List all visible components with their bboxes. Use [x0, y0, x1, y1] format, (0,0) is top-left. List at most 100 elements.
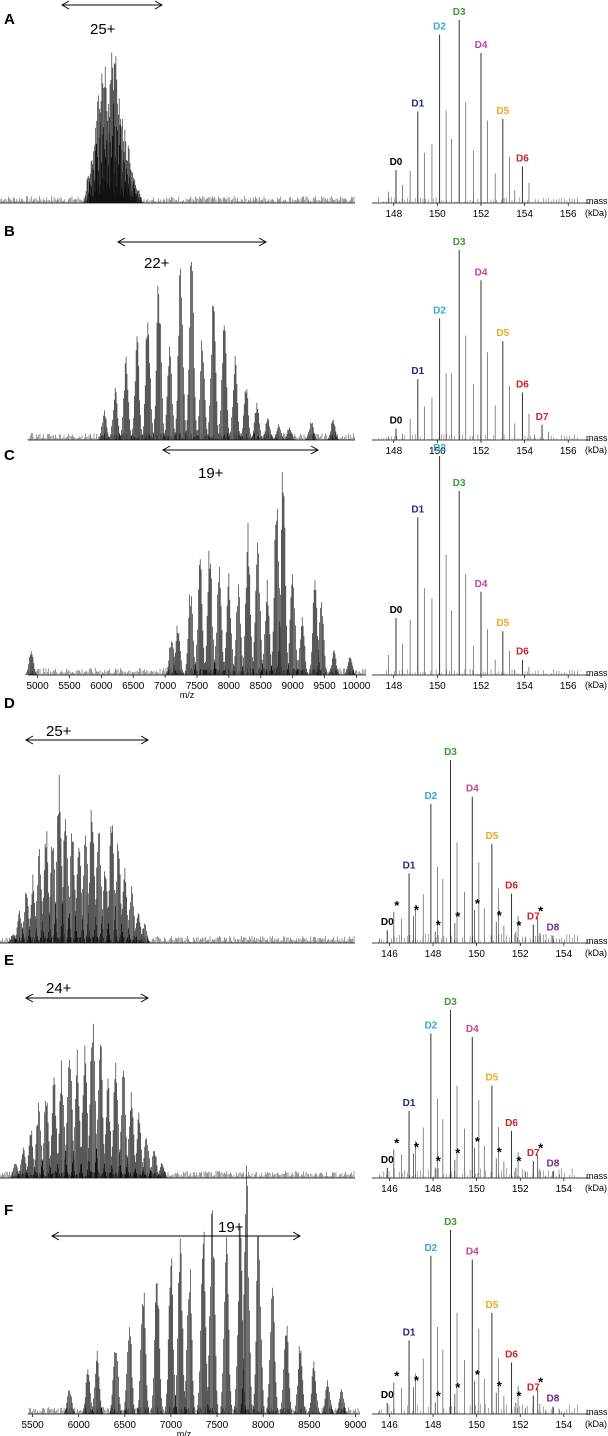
ms-peak — [206, 1210, 219, 1414]
ms-peak-lines — [315, 602, 328, 675]
ms-peak-lines — [131, 336, 143, 440]
deconv-tick-label: 156 — [560, 209, 577, 220]
deconv-peak-d1: D1 — [401, 1098, 416, 1178]
ms-peak-lines — [218, 325, 230, 440]
ms-peak-lines — [232, 584, 245, 675]
deconv-unit: (kDa) — [585, 445, 607, 455]
panel-label: F — [4, 1202, 13, 1219]
ms-noise — [0, 936, 355, 943]
deconv-tick-label: 152 — [512, 1184, 529, 1195]
ms-tick-label: 6000 — [90, 681, 113, 692]
deconv-peak-label: D0 — [390, 157, 403, 168]
ms-xlabel: m/z — [180, 690, 195, 700]
deconv-peak-label: D7 — [527, 1148, 540, 1159]
ms-peak-lines — [148, 1151, 160, 1178]
ms-peak — [9, 1163, 22, 1178]
ms-peak-lines — [20, 892, 32, 943]
ms-peak — [110, 1062, 122, 1178]
ms-peak-lines — [251, 542, 264, 675]
arrow-head-left — [24, 735, 34, 745]
ms-peak — [197, 1231, 209, 1414]
deconv-peak-label: D0 — [390, 416, 403, 427]
panel-C: C 19+ 5000 5500 6000 6500 7000 7500 8000 8500 9000… — [4, 443, 608, 700]
ms-peak-lines — [109, 387, 121, 440]
ms-peak-lines — [206, 1210, 219, 1414]
ms-peak-lines — [165, 1258, 177, 1414]
deconv-peak-d7: D7 — [525, 1383, 541, 1414]
ms-peak-lines — [223, 573, 235, 675]
ms-peak-lines — [287, 574, 299, 675]
ms-peak — [223, 573, 235, 675]
asterisk-marker: * — [394, 898, 400, 913]
ms-peak-lines — [194, 559, 206, 675]
deconv-peak-d6: D6 — [503, 1118, 519, 1178]
ms-tick-label: 7000 — [154, 681, 177, 692]
ms-peak-lines — [132, 190, 144, 203]
ms-peak-lines — [17, 1147, 29, 1178]
deconv-peak-d5: D5 — [494, 106, 510, 203]
ms-xlabel: m/z — [177, 1429, 192, 1436]
ms-peak — [287, 574, 299, 675]
deconv-tick-label: 154 — [555, 1184, 572, 1195]
deconv-unit: (kDa) — [585, 1183, 607, 1193]
ms-peak — [266, 1287, 279, 1414]
ms-peak — [17, 1147, 29, 1178]
deconv-peak-label: D4 — [466, 784, 479, 795]
arrow-head-right — [310, 445, 320, 455]
panel-label: D — [4, 695, 15, 712]
ms-peak-lines — [133, 1112, 145, 1178]
ms-peak-lines — [63, 1059, 76, 1178]
ms-peak-lines — [25, 651, 37, 675]
ms-peak — [63, 1390, 76, 1414]
ms-tick-label: 9000 — [344, 1420, 367, 1431]
deconv-tick-label: 150 — [429, 446, 446, 457]
deconv-unit: (kDa) — [585, 208, 607, 218]
deconv-unit: (kDa) — [585, 948, 607, 958]
ms-peak — [156, 1162, 168, 1178]
ms-peak-lines — [137, 1292, 149, 1414]
asterisk-marker: * — [475, 1134, 481, 1149]
asterisk-marker: * — [414, 1140, 420, 1155]
deconv-peak-d8: D8 — [544, 1394, 560, 1414]
deconv-peak-label: D1 — [411, 504, 424, 515]
arrow-head-left — [24, 993, 34, 1003]
panel-B: B 22+ D0 D1 D2 D3 D4 D5 D6 D7 148 150 152 154 156 mass (… — [4, 223, 608, 457]
ms-peak — [123, 1327, 136, 1414]
ms-peak — [137, 1292, 149, 1414]
ms-peak-lines — [344, 657, 356, 675]
charge-state-label: 25+ — [90, 21, 116, 38]
ms-peak-lines — [71, 1049, 83, 1178]
ms-peak — [204, 550, 216, 675]
ms-peak-lines — [220, 1237, 232, 1414]
ms-peak — [296, 617, 308, 675]
ms-peak — [251, 402, 263, 440]
ms-tick-label: 8500 — [298, 1420, 321, 1431]
ms-peak-lines — [308, 1361, 320, 1414]
ms-peak — [240, 1165, 253, 1414]
asterisk-marker: * — [414, 1373, 420, 1388]
ms-peak — [82, 1369, 94, 1414]
deconv-peak-d6: D6 — [514, 153, 530, 203]
ms-peak — [32, 1102, 45, 1178]
ms-peak — [262, 418, 274, 440]
deconv-peak-label: D2 — [433, 22, 446, 33]
ms-peak-lines — [251, 402, 263, 440]
deconv-peak-d1: D1 — [409, 366, 425, 440]
ms-peak — [315, 602, 328, 675]
arrow-head-right — [154, 0, 164, 10]
deconv-peak-d4: D4 — [464, 1024, 480, 1178]
deconv-peak-label: D0 — [381, 917, 394, 928]
deconv-tick-label: 152 — [512, 949, 529, 960]
ms-peak-lines — [261, 579, 273, 675]
ms-peak — [242, 523, 254, 675]
deconv-peak-d3: D3 — [442, 747, 458, 943]
asterisk-marker: * — [414, 902, 420, 917]
ms-peak — [280, 1325, 292, 1414]
ms-peak — [63, 1059, 76, 1178]
ms-peak — [185, 262, 198, 440]
deconv-peak-label: D6 — [505, 1349, 518, 1360]
deconv-tick-label: 150 — [429, 681, 446, 692]
ms-peak — [196, 340, 209, 440]
ms-peak — [194, 559, 206, 675]
ms-peak — [117, 1070, 130, 1178]
